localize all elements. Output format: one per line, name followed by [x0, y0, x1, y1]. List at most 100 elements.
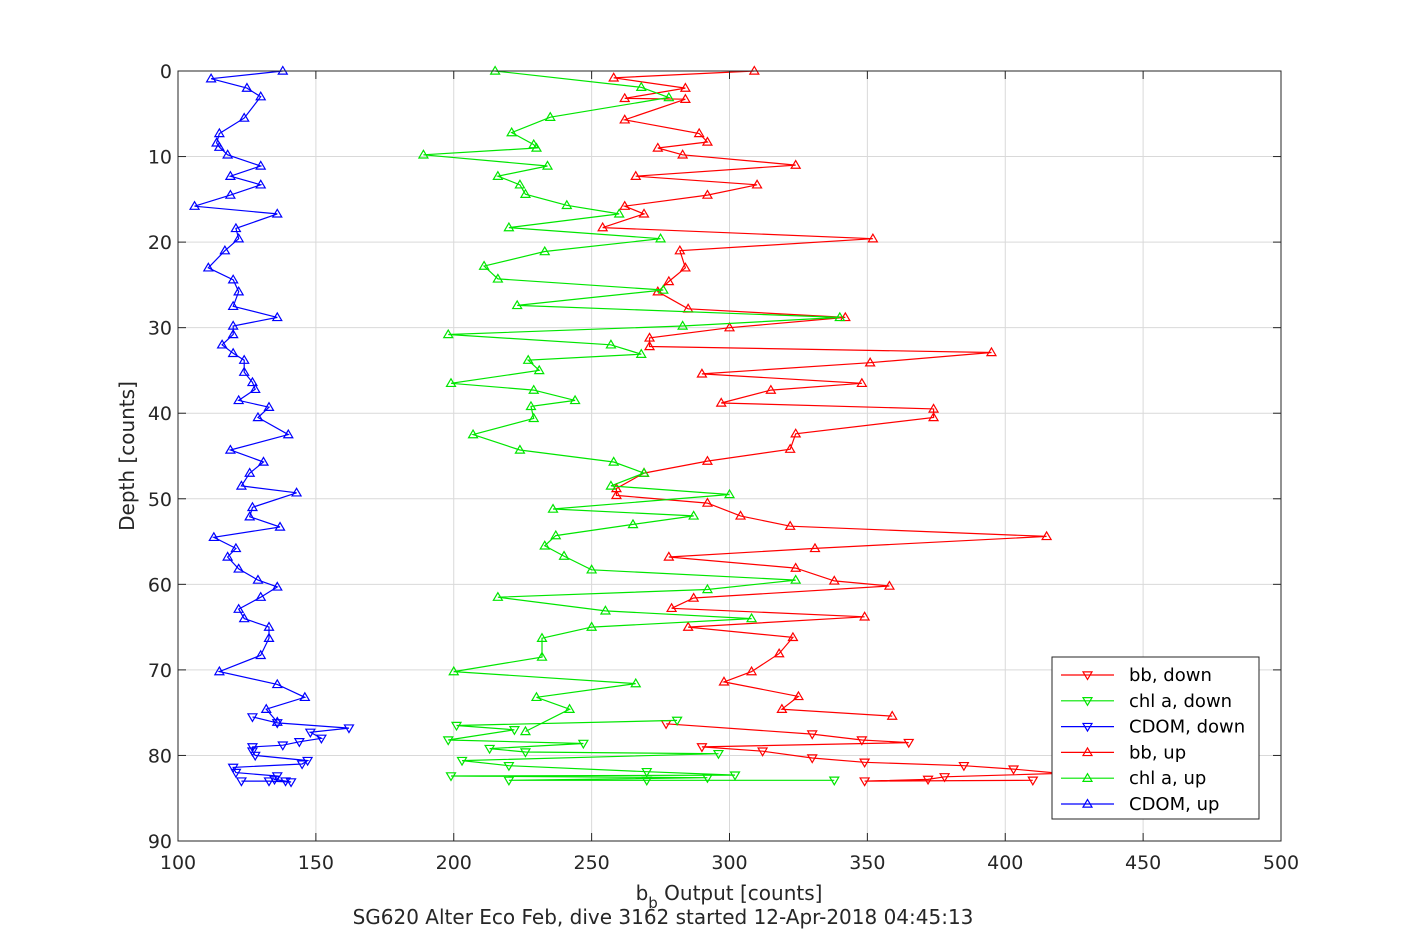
- data-point: [271, 678, 283, 689]
- data-point: [679, 262, 691, 272]
- data-point: [784, 443, 796, 453]
- data-point: [244, 467, 256, 477]
- data-point: [715, 397, 727, 407]
- data-point: [282, 428, 294, 439]
- data-point: [260, 703, 272, 713]
- data-point: [519, 188, 531, 198]
- data-point: [213, 127, 225, 138]
- data-point: [856, 736, 868, 746]
- data-point: [522, 354, 534, 364]
- data-point: [787, 631, 799, 642]
- data-point: [784, 520, 796, 530]
- data-point: [246, 713, 259, 723]
- data-point: [511, 299, 523, 310]
- data-point: [213, 665, 225, 676]
- data-point: [701, 583, 713, 594]
- legend-marker: [1081, 798, 1094, 808]
- y-axis-label: Depth [counts]: [115, 381, 139, 531]
- data-point: [257, 456, 270, 466]
- data-point: [233, 233, 245, 243]
- data-point: [828, 776, 840, 786]
- data-point: [263, 777, 275, 787]
- data-point: [701, 773, 713, 784]
- data-point: [903, 738, 915, 749]
- x-tick-label: 150: [298, 852, 334, 874]
- data-point: [222, 551, 234, 561]
- data-point: [674, 244, 686, 255]
- x-axis-label-main: b: [636, 881, 649, 905]
- data-point: [503, 776, 515, 786]
- x-tick-label: 100: [160, 852, 196, 874]
- data-point: [224, 189, 236, 199]
- data-point: [688, 592, 700, 602]
- data-point: [442, 736, 454, 746]
- data-point: [748, 65, 760, 75]
- data-point: [235, 480, 247, 490]
- data-point: [271, 716, 283, 726]
- data-point: [643, 340, 656, 351]
- data-point: [701, 455, 713, 465]
- x-tick-label: 300: [711, 852, 747, 874]
- data-point: [666, 602, 678, 613]
- y-tick-label: 80: [148, 745, 172, 767]
- legend-marker: [1081, 746, 1094, 757]
- data-point: [484, 744, 496, 755]
- data-point: [679, 93, 691, 103]
- data-point: [208, 531, 220, 542]
- data-point: [533, 364, 545, 375]
- data-point: [519, 725, 531, 736]
- data-point: [188, 200, 201, 210]
- data-point: [746, 665, 758, 676]
- series-chl-a-down: [442, 716, 840, 786]
- data-point: [958, 761, 970, 772]
- data-point: [723, 488, 736, 499]
- data-point: [263, 401, 275, 411]
- data-point: [729, 771, 741, 781]
- data-point: [442, 328, 454, 339]
- data-point: [536, 632, 548, 642]
- legend-entry: CDOM, up: [1061, 794, 1219, 815]
- data-point: [541, 160, 554, 170]
- data-point: [530, 142, 543, 152]
- legend-marker: [1081, 697, 1094, 707]
- data-point: [792, 690, 804, 701]
- legend-label: chl a, up: [1129, 768, 1206, 789]
- data-point: [693, 127, 705, 138]
- data-point: [790, 562, 802, 572]
- data-point: [238, 366, 250, 376]
- data-point: [528, 412, 540, 423]
- data-point: [638, 467, 650, 477]
- data-point: [230, 222, 242, 233]
- data-point: [514, 444, 526, 454]
- data-point: [277, 65, 289, 75]
- data-point: [255, 160, 267, 170]
- y-tick-label: 70: [148, 660, 172, 682]
- data-point: [867, 233, 879, 243]
- series-line: [666, 723, 1061, 782]
- data-point: [271, 581, 283, 591]
- data-point: [238, 354, 250, 364]
- data-point: [856, 377, 868, 388]
- data-point: [790, 159, 802, 169]
- data-point: [503, 761, 515, 772]
- data-point: [635, 81, 647, 92]
- data-point: [211, 137, 223, 147]
- data-point: [790, 428, 802, 438]
- data-point: [712, 749, 725, 760]
- data-point: [539, 245, 551, 256]
- data-point: [790, 574, 802, 584]
- legend-label: CDOM, up: [1129, 794, 1219, 815]
- data-point: [230, 768, 242, 779]
- data-point: [227, 328, 239, 339]
- data-point: [939, 773, 951, 783]
- data-point: [635, 348, 647, 358]
- y-tick-label: 40: [148, 403, 172, 425]
- y-tick-label: 20: [148, 232, 172, 254]
- data-point: [751, 179, 763, 189]
- data-point: [299, 691, 311, 702]
- data-point: [619, 92, 631, 103]
- legend-label: chl a, down: [1129, 691, 1232, 712]
- data-point: [586, 564, 598, 574]
- data-point: [886, 710, 898, 720]
